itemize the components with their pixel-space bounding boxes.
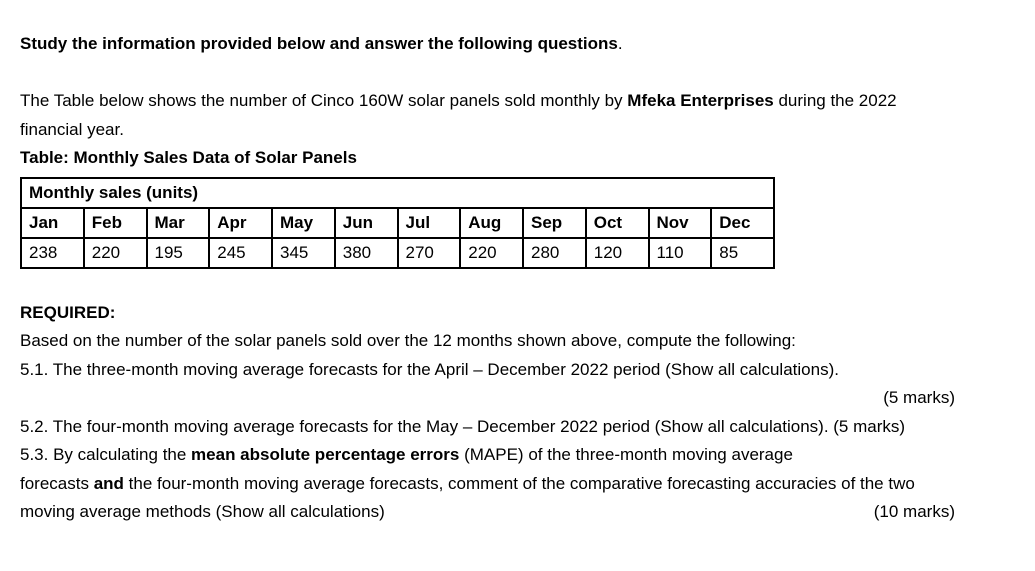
question-5-2-text: 5.2. The four-month moving average forec… xyxy=(20,416,834,436)
question-5-3-text-5: moving average methods (Show all calcula… xyxy=(20,502,385,521)
month-cell: Mar xyxy=(145,206,211,239)
sales-value-cell: 85 xyxy=(710,236,775,269)
sales-value-cell: 195 xyxy=(145,236,211,269)
sales-value-cell: 220 xyxy=(82,236,148,269)
month-cell: Sep xyxy=(522,206,587,239)
question-5-3-text-1: 5.3. By calculating the xyxy=(20,445,192,464)
question-5-1-marks: (5 marks) xyxy=(883,388,955,407)
month-cell: Jul xyxy=(396,206,462,239)
table-caption: Table: Monthly Sales Data of Solar Panel… xyxy=(20,148,357,167)
question-5-3-line-2: forecasts and the four-month moving aver… xyxy=(20,470,955,499)
table-value-row: 238 220 195 245 345 380 270 220 280 120 … xyxy=(20,236,775,269)
intro-line-2: financial year. xyxy=(20,119,124,139)
month-cell: Nov xyxy=(647,206,713,239)
month-cell: Jun xyxy=(333,206,399,239)
sales-value-cell: 380 xyxy=(333,236,399,269)
sales-value-cell: 220 xyxy=(459,236,524,269)
question-5-1: 5.1. The three-month moving average fore… xyxy=(20,359,839,379)
question-5-2: 5.2. The four-month moving average forec… xyxy=(20,413,955,442)
question-5-3-line-1: 5.3. By calculating the mean absolute pe… xyxy=(20,441,955,470)
instruction-heading: Study the information provided below and… xyxy=(20,30,955,59)
sales-value-cell: 345 xyxy=(271,236,336,269)
sales-value-cell: 120 xyxy=(584,236,650,269)
question-5-3-bold-and: and xyxy=(93,473,124,493)
company-name: Mfeka Enterprises xyxy=(627,91,774,110)
question-5-2-marks: (5 marks) xyxy=(833,416,906,436)
question-5-3-bold-mape: mean absolute percentage errors xyxy=(191,445,460,464)
instruction-heading-period: . xyxy=(617,34,623,53)
instruction-heading-text: Study the information provided below and… xyxy=(20,34,618,53)
month-cell: Feb xyxy=(82,206,148,239)
question-5-3-text-2: (MAPE) of the three-month moving average xyxy=(459,445,793,464)
question-5-3-line-3: moving average methods (Show all calcula… xyxy=(20,498,955,527)
month-cell: Dec xyxy=(710,206,775,239)
sales-value-cell: 238 xyxy=(20,236,85,269)
sales-value-cell: 245 xyxy=(208,236,273,269)
question-5-3-text-4: the four-month moving average forecasts,… xyxy=(123,473,915,493)
monthly-sales-table-body: Monthly sales (units) Jan Feb Mar Apr Ma… xyxy=(20,176,775,269)
table-title-cell: Monthly sales (units) xyxy=(20,176,775,209)
required-intro: Based on the number of the solar panels … xyxy=(20,331,796,350)
sales-value-cell: 280 xyxy=(522,236,587,269)
intro-text-before: The Table below shows the number of Cinc… xyxy=(20,91,628,110)
month-cell: Oct xyxy=(584,206,650,239)
table-title-row: Monthly sales (units) xyxy=(20,176,775,209)
monthly-sales-table: Monthly sales (units) Jan Feb Mar Apr Ma… xyxy=(20,176,775,269)
required-heading: REQUIRED: xyxy=(20,302,116,322)
sales-value-cell: 110 xyxy=(647,236,713,269)
question-5-3-marks: (10 marks) xyxy=(873,502,955,521)
month-cell: Jan xyxy=(20,206,85,239)
intro-line-1: The Table below shows the number of Cinc… xyxy=(20,87,955,116)
intro-text-after: during the 2022 xyxy=(773,91,897,110)
sales-value-cell: 270 xyxy=(396,236,462,269)
month-cell: Aug xyxy=(459,206,524,239)
month-cell: Apr xyxy=(208,206,273,239)
question-document: Study the information provided below and… xyxy=(20,30,955,527)
question-5-3-text-3: forecasts xyxy=(20,473,94,493)
table-month-row: Jan Feb Mar Apr May Jun Jul Aug Sep Oct … xyxy=(20,206,775,239)
month-cell: May xyxy=(271,206,336,239)
